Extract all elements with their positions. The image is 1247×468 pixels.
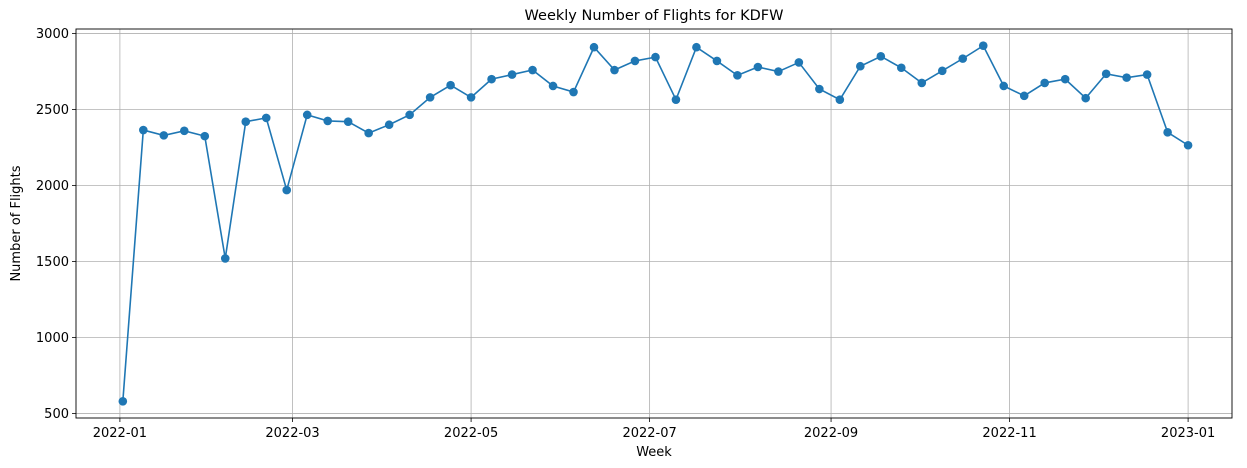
data-point [466,93,476,102]
x-tick-label: 2022-01 [93,426,147,441]
data-point [1060,74,1070,84]
data-point [999,81,1009,91]
data-point [856,61,865,71]
y-tick-label: 3000 [36,27,69,42]
data-point [917,78,927,88]
data-point [548,81,558,91]
data-point [487,74,496,84]
data-point [937,66,947,76]
y-axis-label: Number of Flights [9,165,24,281]
data-point [794,58,804,67]
y-tick-label: 500 [44,407,69,422]
data-point [569,87,578,97]
y-tick-label: 2000 [36,179,69,194]
data-point [1163,128,1172,137]
data-point [139,125,148,135]
y-axis-ticks: 500 1000 1500 2000 2500 3000 [36,27,76,422]
data-point [733,71,742,80]
grid-lines [76,29,1232,418]
data-point [589,42,599,52]
data-point [876,52,886,61]
data-point [1122,73,1131,82]
data-point [958,54,968,63]
data-point [835,95,845,104]
data-point [692,42,701,52]
x-tick-label: 2022-03 [265,426,319,441]
data-point [528,65,537,75]
x-tick-label: 2022-07 [622,426,676,441]
data-point [671,95,681,104]
data-point [220,254,230,263]
data-point [200,131,210,141]
data-point [774,67,783,76]
data-point [425,93,435,102]
x-axis-label: Week [636,445,672,460]
data-point [896,63,906,73]
data-point [1183,140,1193,150]
data-points [118,41,1193,406]
data-point [753,62,763,72]
data-point [815,84,824,94]
plot-frame [75,28,1233,419]
y-tick-label: 2500 [36,103,69,118]
data-point [282,185,292,195]
data-point [323,116,332,126]
x-tick-label: 2023-01 [1161,426,1215,441]
data-point [1101,69,1111,79]
data-point [1142,70,1152,79]
x-axis-ticks: 2022-01 2022-03 2022-05 2022-07 2022-09 2022-… [93,418,1215,441]
data-point [364,128,373,138]
data-point [302,110,312,120]
data-point [159,131,169,140]
data-point [1081,93,1090,103]
data-point [343,117,353,126]
data-point [384,120,394,130]
x-tick-label: 2022-05 [444,426,498,441]
chart-title: Weekly Number of Flights for KDFW [525,8,784,24]
data-point [1040,78,1049,88]
data-point [446,80,455,90]
data-point [651,52,660,62]
data-point [179,126,189,136]
data-point [261,113,271,123]
y-tick-label: 1500 [36,255,69,270]
data-point [630,56,640,66]
data-point [978,41,988,51]
data-point [507,70,517,79]
data-point [118,396,128,406]
y-tick-label: 1000 [36,331,69,346]
data-point [610,65,619,75]
x-tick-label: 2022-11 [982,426,1036,441]
data-point [405,110,414,120]
data-point [712,56,722,66]
x-tick-label: 2022-09 [804,426,858,441]
data-point [241,117,251,126]
data-point [1019,91,1029,101]
